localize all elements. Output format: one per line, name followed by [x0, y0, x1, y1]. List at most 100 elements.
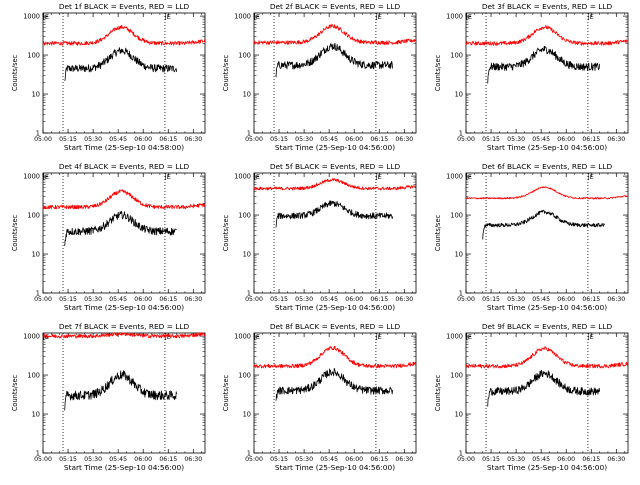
detector-panel-5: Det 5f BLACK = Events, RED = LLD Start Ti… [222, 162, 417, 312]
events-black-series [487, 45, 600, 84]
lld-red-series [42, 189, 206, 210]
y-tick-label: 10 [243, 91, 251, 99]
detector-panel-8: Det 8f BLACK = Events, RED = LLD Start Ti… [222, 322, 417, 472]
lld-red-series [465, 346, 629, 369]
event-marker-label: E [590, 13, 594, 21]
plot-frame [253, 332, 417, 454]
y-tick-label: 1000 [234, 173, 251, 181]
y-tick-label: 1 [459, 290, 463, 298]
lld-red-series [253, 24, 417, 45]
y-tick-label: 10 [32, 251, 40, 259]
y-tick-label: 1 [36, 290, 40, 298]
x-tick-label: 06:15 [370, 456, 388, 463]
x-tick-label: 05:30 [507, 296, 525, 303]
y-tick-label: 100 [27, 212, 40, 220]
x-tick-label: 05:45 [532, 456, 550, 463]
x-tick-label: 05:15 [270, 456, 288, 463]
x-tick-label: 05:45 [320, 136, 338, 143]
events-black-series [275, 368, 393, 401]
x-tick-label: 05:45 [109, 136, 127, 143]
y-tick-label: 1 [247, 450, 251, 458]
y-tick-label: 1000 [23, 13, 40, 21]
event-marker-label: E [256, 333, 260, 341]
x-tick-label: 06:30 [395, 296, 413, 303]
x-tick-label: 06:30 [395, 456, 413, 463]
y-tick-label: 100 [27, 372, 40, 380]
x-tick-label: 05:45 [532, 136, 550, 143]
detector-panel-3: Det 3f BLACK = Events, RED = LLD Start Ti… [434, 2, 629, 152]
x-tick-label: 05:00 [457, 456, 475, 463]
x-axis-label: Start Time (25-Sep-10 04:58:00) [64, 143, 184, 152]
x-tick-label: 05:15 [482, 296, 500, 303]
y-tick-label: 100 [27, 52, 40, 60]
x-tick-label: 06:00 [134, 136, 152, 143]
y-axis-label: Counts/sec [11, 374, 19, 411]
event-marker-label: E [45, 173, 49, 181]
x-tick-label: 06:00 [557, 456, 575, 463]
event-marker-label: E [167, 333, 171, 341]
panel-title: Det 5f BLACK = Events, RED = LLD [270, 162, 401, 171]
x-tick-label: 06:30 [395, 136, 413, 143]
y-tick-label: 10 [243, 411, 251, 419]
x-axis-label: Start Time (25-Sep-10 04:56:00) [275, 463, 395, 472]
y-tick-label: 10 [32, 91, 40, 99]
x-tick-label: 05:45 [532, 296, 550, 303]
y-tick-label: 1000 [23, 173, 40, 181]
y-axis-label: Counts/sec [11, 54, 19, 91]
x-tick-label: 05:45 [320, 296, 338, 303]
detector-panel-4: Det 4f BLACK = Events, RED = LLD Start Ti… [11, 162, 206, 312]
x-axis-label: Start Time (25-Sep-10 04:56:00) [275, 143, 395, 152]
event-marker-label: E [167, 173, 171, 181]
x-tick-label: 05:30 [507, 456, 525, 463]
panel-title: Det 9f BLACK = Events, RED = LLD [482, 322, 613, 331]
x-tick-label: 06:15 [370, 296, 388, 303]
event-marker-label: E [468, 333, 472, 341]
y-tick-label: 1000 [446, 333, 463, 341]
x-tick-label: 06:30 [184, 296, 202, 303]
x-tick-label: 05:00 [34, 456, 52, 463]
y-axis-label: Counts/sec [222, 214, 230, 251]
event-marker-label: E [167, 13, 171, 21]
events-black-series [64, 370, 177, 411]
x-tick-label: 06:15 [582, 456, 600, 463]
lld-red-series [465, 25, 629, 46]
y-tick-label: 100 [238, 212, 251, 220]
panel-title: Det 3f BLACK = Events, RED = LLD [482, 2, 613, 11]
plot-frame [465, 332, 629, 454]
y-tick-label: 1 [247, 130, 251, 138]
lld-red-series [42, 24, 206, 46]
x-tick-label: 06:15 [159, 296, 177, 303]
x-tick-label: 06:15 [159, 456, 177, 463]
y-tick-label: 1 [36, 130, 40, 138]
x-tick-label: 05:15 [482, 136, 500, 143]
y-tick-label: 1 [247, 290, 251, 298]
event-marker-label: E [256, 13, 260, 21]
x-tick-label: 05:00 [245, 456, 263, 463]
y-tick-label: 100 [238, 372, 251, 380]
plot-frame [42, 172, 206, 294]
events-black-series [64, 47, 177, 82]
panel-title: Det 7f BLACK = Events, RED = LLD [59, 322, 190, 331]
x-tick-label: 05:00 [245, 296, 263, 303]
detector-panel-2: Det 2f BLACK = Events, RED = LLD Start Ti… [222, 2, 417, 152]
x-tick-label: 06:00 [557, 296, 575, 303]
y-tick-label: 100 [450, 372, 463, 380]
x-axis-label: Start Time (25-Sep-10 04:56:00) [275, 303, 395, 312]
x-tick-label: 06:00 [134, 296, 152, 303]
y-axis-label: Counts/sec [222, 374, 230, 411]
x-axis-label: Start Time (25-Sep-10 04:56:00) [64, 463, 184, 472]
event-marker-label: E [378, 173, 382, 181]
event-marker-label: E [590, 173, 594, 181]
event-marker-label: E [378, 333, 382, 341]
detector-panel-7: Det 7f BLACK = Events, RED = LLD Start Ti… [11, 322, 206, 472]
y-tick-label: 1000 [234, 13, 251, 21]
x-tick-label: 05:00 [34, 136, 52, 143]
event-marker-label: E [378, 13, 382, 21]
lld-red-series [253, 178, 417, 191]
panel-title: Det 1f BLACK = Events, RED = LLD [59, 2, 190, 11]
events-black-series [275, 42, 393, 78]
y-tick-label: 10 [243, 251, 251, 259]
plot-frame [253, 172, 417, 294]
event-marker-label: E [256, 173, 260, 181]
y-tick-label: 1 [36, 450, 40, 458]
